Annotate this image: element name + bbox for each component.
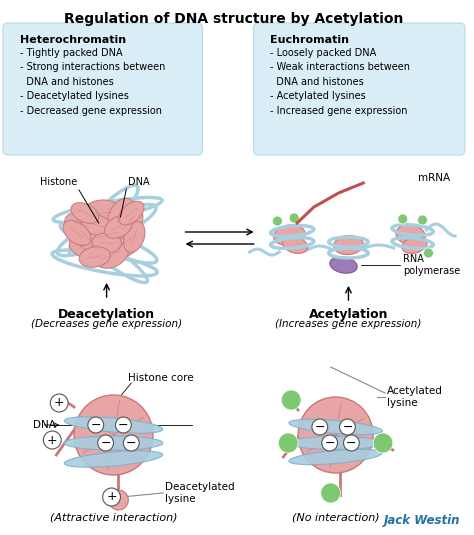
Ellipse shape — [124, 221, 145, 253]
Ellipse shape — [92, 233, 121, 253]
Circle shape — [344, 435, 359, 451]
Text: (Attractive interaction): (Attractive interaction) — [50, 512, 177, 522]
FancyBboxPatch shape — [254, 23, 465, 155]
Text: Histone: Histone — [40, 177, 77, 187]
Ellipse shape — [396, 225, 425, 245]
Text: (Increases gene expression): (Increases gene expression) — [275, 319, 422, 329]
Text: −: − — [346, 437, 356, 449]
Ellipse shape — [79, 247, 110, 267]
Text: - Loosely packed DNA
- Weak interactions between
  DNA and histones
- Acetylated: - Loosely packed DNA - Weak interactions… — [271, 48, 410, 116]
Ellipse shape — [71, 203, 99, 223]
Ellipse shape — [73, 223, 101, 251]
Ellipse shape — [105, 216, 132, 238]
Ellipse shape — [289, 419, 383, 434]
Ellipse shape — [289, 449, 383, 465]
Text: Euchromatin: Euchromatin — [271, 35, 349, 45]
Text: (No interaction): (No interaction) — [292, 512, 379, 522]
Circle shape — [298, 397, 373, 473]
Circle shape — [321, 483, 340, 503]
Text: mRNA: mRNA — [418, 173, 450, 183]
Text: +: + — [106, 491, 117, 503]
Text: −: − — [118, 418, 128, 432]
Text: −: − — [342, 421, 353, 433]
Text: Deacetylation: Deacetylation — [58, 308, 155, 321]
Circle shape — [74, 395, 153, 475]
Ellipse shape — [273, 225, 305, 245]
Circle shape — [98, 435, 113, 451]
Text: −: − — [100, 437, 111, 449]
Ellipse shape — [114, 207, 143, 239]
Circle shape — [373, 433, 393, 453]
Text: −: − — [315, 421, 325, 433]
Ellipse shape — [334, 235, 363, 255]
FancyBboxPatch shape — [3, 23, 202, 155]
Ellipse shape — [64, 436, 163, 450]
Circle shape — [44, 431, 61, 449]
Circle shape — [398, 214, 408, 224]
Text: RNA
polymerase: RNA polymerase — [403, 254, 460, 276]
Ellipse shape — [107, 228, 141, 258]
Circle shape — [273, 216, 283, 226]
Circle shape — [123, 435, 139, 451]
Circle shape — [339, 419, 356, 435]
Ellipse shape — [64, 417, 163, 433]
Text: −: − — [126, 437, 137, 449]
Text: DNA: DNA — [128, 177, 150, 187]
Ellipse shape — [81, 215, 112, 235]
Circle shape — [116, 417, 131, 433]
Circle shape — [289, 213, 299, 223]
Circle shape — [423, 248, 433, 258]
Circle shape — [88, 417, 104, 433]
Text: - Tightly packed DNA
- Strong interactions between
  DNA and histones
- Deacetyl: - Tightly packed DNA - Strong interactio… — [20, 48, 165, 116]
Text: Acetylated
lysine: Acetylated lysine — [387, 386, 443, 408]
Circle shape — [50, 394, 68, 412]
Ellipse shape — [283, 236, 308, 254]
Ellipse shape — [118, 201, 144, 225]
Ellipse shape — [402, 236, 427, 254]
Text: DNA: DNA — [33, 420, 55, 430]
Text: Histone core: Histone core — [128, 373, 194, 383]
Text: −: − — [324, 437, 335, 449]
Ellipse shape — [65, 212, 99, 238]
Ellipse shape — [69, 232, 109, 258]
Text: (Decreases gene expression): (Decreases gene expression) — [31, 319, 182, 329]
Circle shape — [109, 490, 128, 510]
Circle shape — [278, 433, 298, 453]
Circle shape — [322, 435, 337, 451]
Text: +: + — [47, 433, 58, 447]
Circle shape — [282, 390, 301, 410]
Circle shape — [312, 419, 328, 435]
Text: Regulation of DNA structure by Acetylation: Regulation of DNA structure by Acetylati… — [64, 12, 404, 26]
Text: Heterochromatin: Heterochromatin — [20, 35, 126, 45]
Text: Jack Westin: Jack Westin — [383, 514, 460, 527]
Circle shape — [103, 488, 120, 506]
Circle shape — [418, 215, 428, 225]
Ellipse shape — [330, 257, 357, 273]
Text: −: − — [91, 418, 101, 432]
Ellipse shape — [64, 451, 163, 467]
Ellipse shape — [63, 220, 91, 246]
Ellipse shape — [82, 200, 121, 226]
Ellipse shape — [289, 437, 383, 449]
Text: +: + — [54, 396, 64, 409]
Ellipse shape — [85, 220, 128, 250]
Ellipse shape — [95, 242, 128, 268]
Text: Acetylation: Acetylation — [309, 308, 388, 321]
Ellipse shape — [108, 198, 135, 232]
Text: Deacetylated
lysine: Deacetylated lysine — [165, 482, 235, 504]
